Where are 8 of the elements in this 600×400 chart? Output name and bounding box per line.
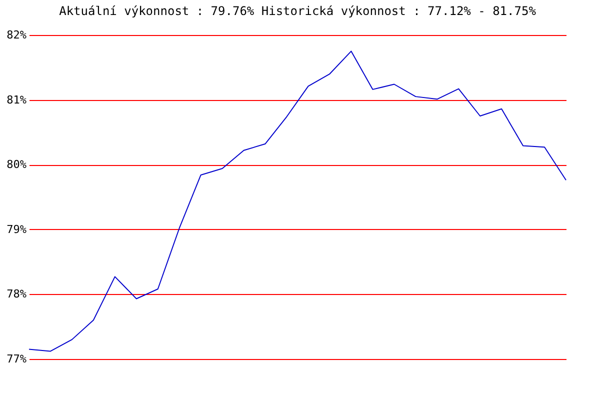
chart-title: Aktuální výkonnost : 79.76% Historická výkonnost : 77.12% - 81.75%: [59, 4, 537, 18]
y-tick-label: 81%: [6, 93, 27, 106]
y-tick-label: 78%: [6, 288, 27, 301]
y-tick-label: 80%: [6, 158, 27, 172]
y-tick-label: 79%: [6, 222, 27, 236]
line-series: [28, 50, 566, 352]
y-tick-label: 82%: [6, 28, 27, 42]
y-tick-label: 77%: [6, 352, 27, 366]
